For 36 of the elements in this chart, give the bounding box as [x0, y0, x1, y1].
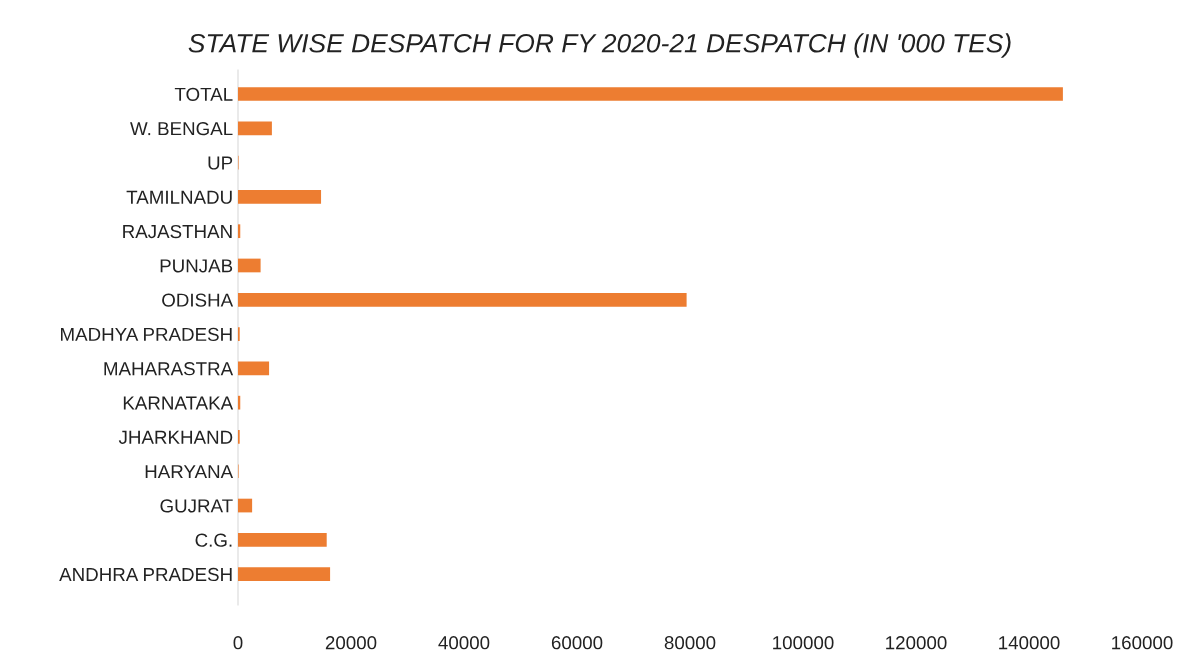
bar	[238, 532, 327, 547]
bar	[238, 190, 322, 204]
y-tick-label: UP	[208, 156, 233, 170]
y-tick-label: RAJASTHAN	[123, 224, 232, 239]
y-tick-label: TOTAL	[174, 87, 233, 101]
y-tick-label: MAHARASTRA	[104, 362, 234, 376]
y-tick-label: MADHYA PRADESH	[61, 327, 232, 342]
x-tick-label: 100000	[773, 636, 834, 650]
y-tick-label: W. BENGAL	[130, 122, 233, 136]
y-tick-label: ANDHRA PRADESH	[59, 567, 232, 582]
bar	[238, 292, 687, 307]
bar	[238, 361, 270, 376]
y-tick-label: KARNATAKA	[123, 396, 234, 410]
y-tick-label: ODISHA	[162, 293, 234, 307]
y-tick-label: PUNJAB	[160, 259, 233, 273]
y-tick-label: TAMILNADU	[126, 190, 232, 204]
x-tick-label: 40000	[438, 636, 490, 650]
bar	[238, 121, 272, 136]
chart-title: STATE WISE DESPATCH FOR FY 2020-21 DESPATCH (IN '000 TES)	[188, 33, 1011, 58]
x-tick-label: 140000	[999, 636, 1060, 650]
x-tick-label: 20000	[325, 636, 377, 650]
x-tick-label: 60000	[551, 636, 603, 650]
bar	[238, 567, 331, 581]
bar	[238, 258, 261, 273]
y-tick-label: HARYANA	[145, 465, 234, 479]
bar	[238, 395, 241, 410]
y-tick-label: C.G.	[195, 533, 232, 547]
x-tick-label: 80000	[664, 636, 716, 650]
bar	[238, 498, 253, 513]
bar	[238, 224, 241, 239]
bar	[238, 87, 1063, 101]
y-tick-label: GUJRAT	[160, 499, 233, 513]
x-tick-label: 120000	[886, 636, 947, 650]
x-tick-label: 0	[233, 636, 243, 650]
y-tick-label: JHARKHAND	[118, 430, 233, 444]
x-tick-label: 160000	[1112, 636, 1173, 650]
